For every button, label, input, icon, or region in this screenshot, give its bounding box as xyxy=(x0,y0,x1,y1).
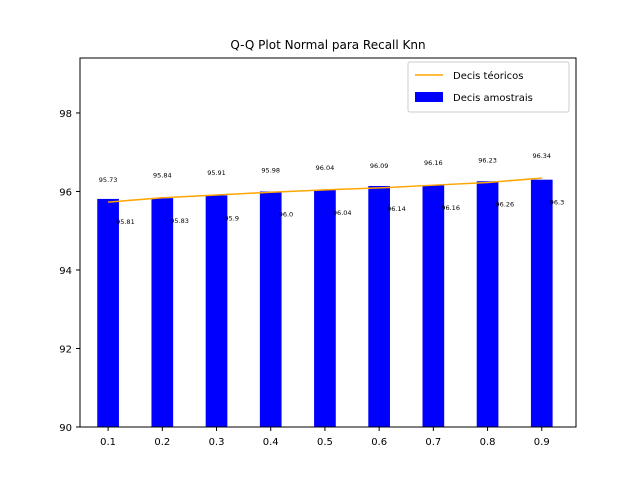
theoretical-label-0.2: 95.84 xyxy=(153,172,172,180)
x-tick-label-0.8: 0.8 xyxy=(480,437,496,448)
bar-0.9 xyxy=(530,179,553,427)
bar-0.6 xyxy=(368,185,390,427)
sample-label-0.4: 96.0 xyxy=(279,210,293,218)
theoretical-deciles-line xyxy=(108,177,542,203)
sample-label-0.2: 95.83 xyxy=(170,217,189,225)
theoretical-label-0.8: 96.23 xyxy=(478,156,497,164)
theoretical-label-0.3: 95.91 xyxy=(207,169,226,177)
sample-label-0.3: 95.9 xyxy=(225,214,239,222)
sample-label-0.7: 96.16 xyxy=(441,204,460,212)
bar-0.2 xyxy=(151,198,174,427)
plot-area: 95.73 95.84 95.91 95.98 96.04 96.09 96.16 96.23… xyxy=(97,152,564,427)
sample-label-0.5: 96.04 xyxy=(333,209,352,217)
sample-label-0.8: 96.26 xyxy=(496,200,515,208)
bar-0.1 xyxy=(97,198,119,427)
theoretical-label-0.1: 95.73 xyxy=(99,176,118,184)
theoretical-label-0.4: 95.98 xyxy=(261,166,280,174)
legend-box xyxy=(407,61,570,113)
theoretical-label-0.5: 96.04 xyxy=(316,164,335,172)
x-tick-label-0.7: 0.7 xyxy=(425,437,441,448)
y-tick-label-90: 90 xyxy=(59,423,72,434)
theoretical-label-0.9: 96.34 xyxy=(532,152,551,160)
chart-title: Q-Q Plot Normal para Recall Knn xyxy=(230,38,425,52)
x-tick-label-0.9: 0.9 xyxy=(534,437,550,448)
legend-label-theoretical: Decis téoricos xyxy=(453,70,523,82)
y-tick-label-94: 94 xyxy=(59,266,72,277)
x-tick-label-0.2: 0.2 xyxy=(154,437,170,448)
axes: 90 92 94 96 98 0.1 0.2 0.3 0.4 0.5 0.6 0.7 0.8 0.9 xyxy=(59,57,577,448)
theoretical-label-0.6: 96.09 xyxy=(370,162,389,170)
bar-0.3 xyxy=(205,195,228,427)
plot-frame xyxy=(79,57,577,428)
legend: Decis téoricos Decis amostrais xyxy=(407,61,570,113)
bar-0.4 xyxy=(259,191,282,427)
bar-0.7 xyxy=(422,185,445,427)
sample-label-0.6: 96.14 xyxy=(387,205,406,213)
x-tick-label-0.5: 0.5 xyxy=(317,437,333,448)
x-tick-label-0.6: 0.6 xyxy=(371,437,387,448)
bar-0.5 xyxy=(314,189,336,427)
theoretical-label-0.7: 96.16 xyxy=(424,159,443,167)
sample-label-0.1: 95.81 xyxy=(116,218,135,226)
y-tick-label-96: 96 xyxy=(59,187,72,198)
bar-0.8 xyxy=(476,181,499,427)
y-tick-label-92: 92 xyxy=(59,344,72,355)
legend-label-sample: Decis amostrais xyxy=(453,93,533,104)
legend-bar-swatch xyxy=(415,92,443,102)
y-tick-label-98: 98 xyxy=(59,109,72,120)
x-tick-label-0.4: 0.4 xyxy=(263,437,279,448)
sample-label-0.9: 96.3 xyxy=(550,199,564,207)
x-tick-label-0.3: 0.3 xyxy=(209,437,225,448)
x-tick-label-0.1: 0.1 xyxy=(100,437,116,448)
